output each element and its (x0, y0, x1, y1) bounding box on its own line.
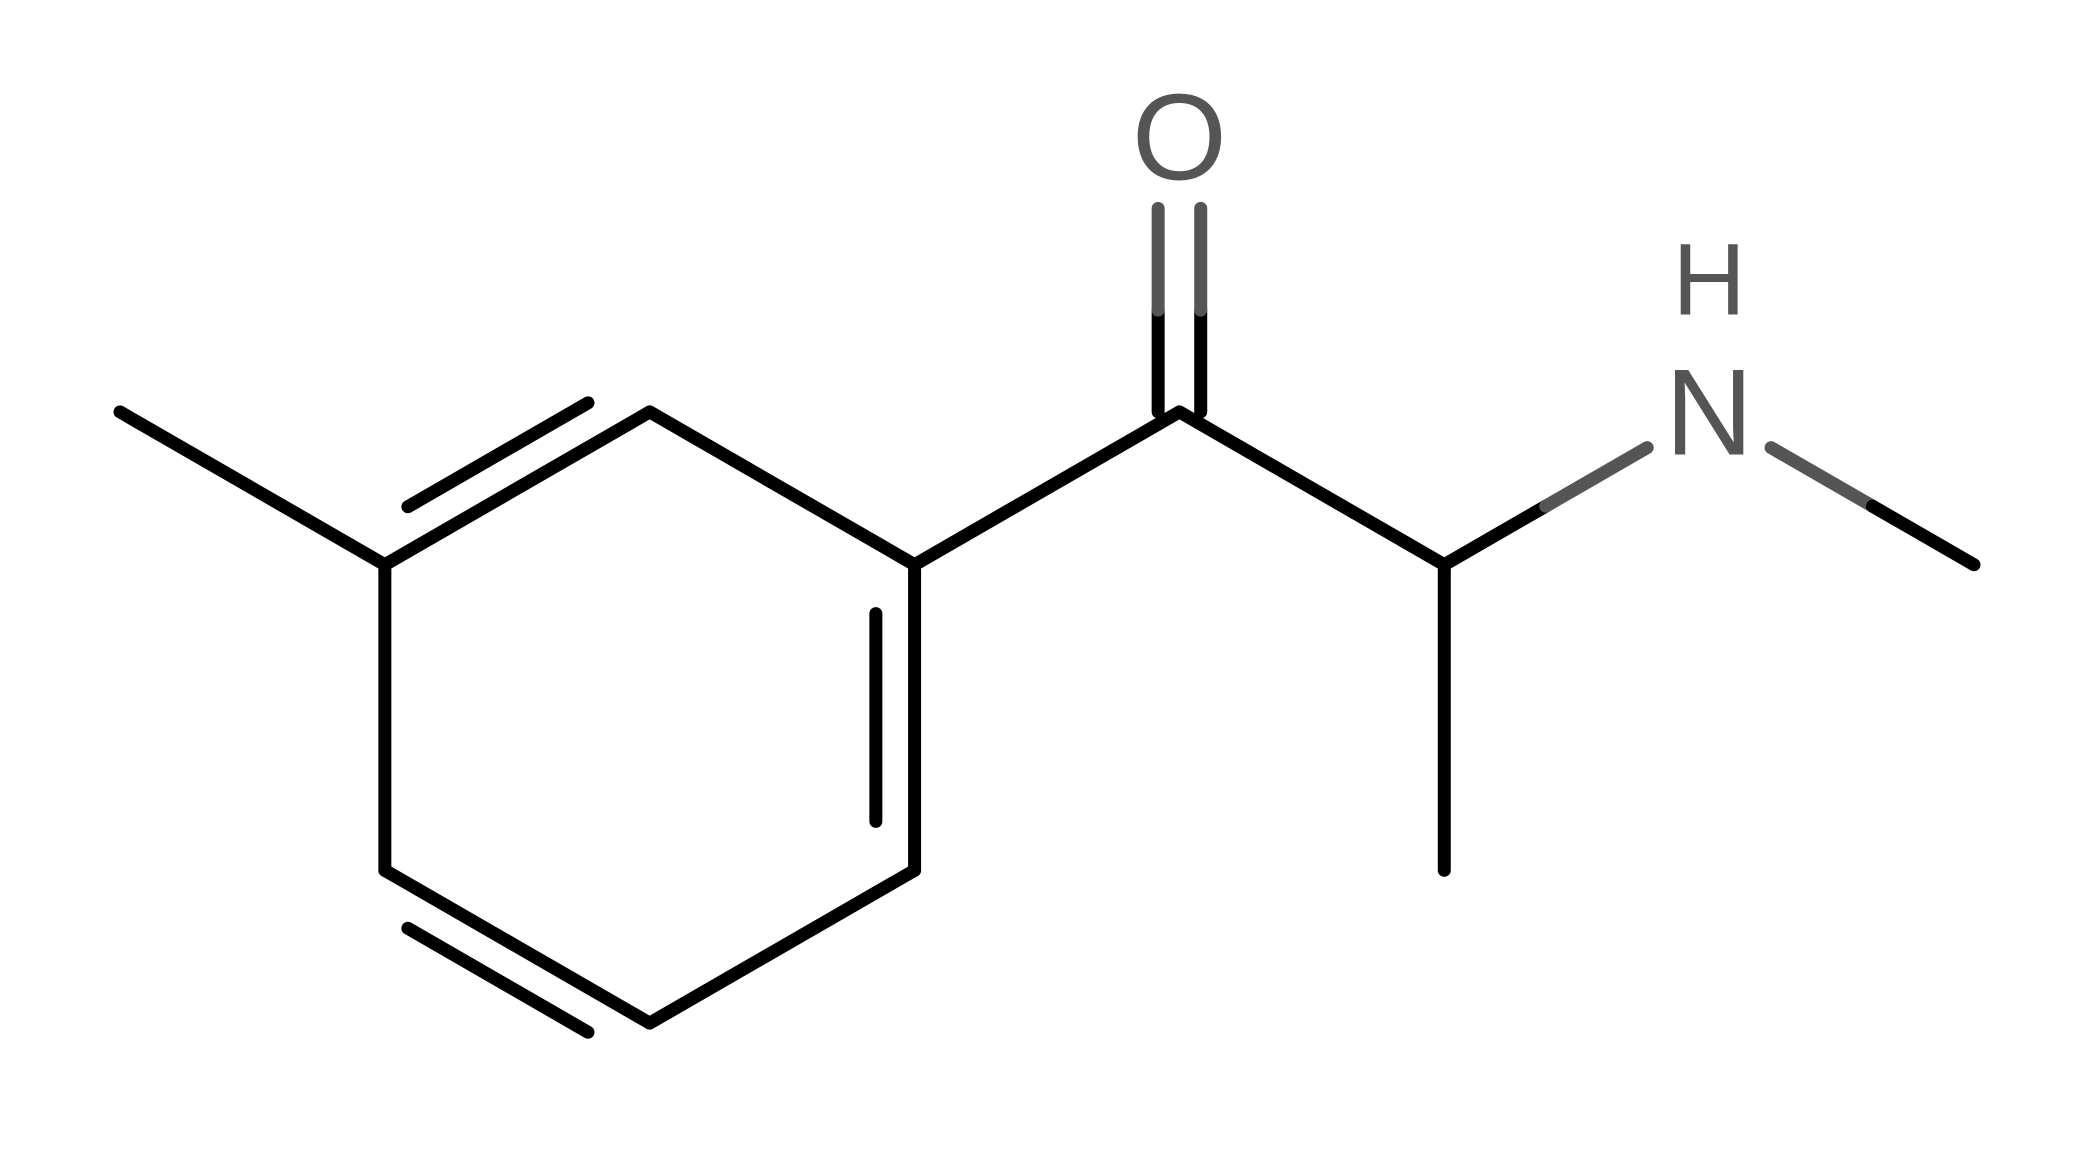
bond (408, 403, 588, 507)
bond (1444, 506, 1545, 565)
bond (650, 870, 915, 1023)
bond (1179, 412, 1444, 565)
bond (1873, 506, 1974, 565)
bond (120, 412, 385, 565)
atom-label-h: H (1672, 222, 1746, 336)
bond (385, 412, 650, 565)
bond (385, 870, 650, 1023)
bond (408, 928, 588, 1032)
bond (650, 412, 915, 565)
molecule-diagram: O NH (0, 0, 2094, 1160)
atom-label-n: N (1665, 343, 1753, 480)
bond (1546, 448, 1647, 507)
atom-label-o: O (1132, 68, 1227, 205)
bond (915, 412, 1180, 565)
bond (1771, 448, 1872, 507)
